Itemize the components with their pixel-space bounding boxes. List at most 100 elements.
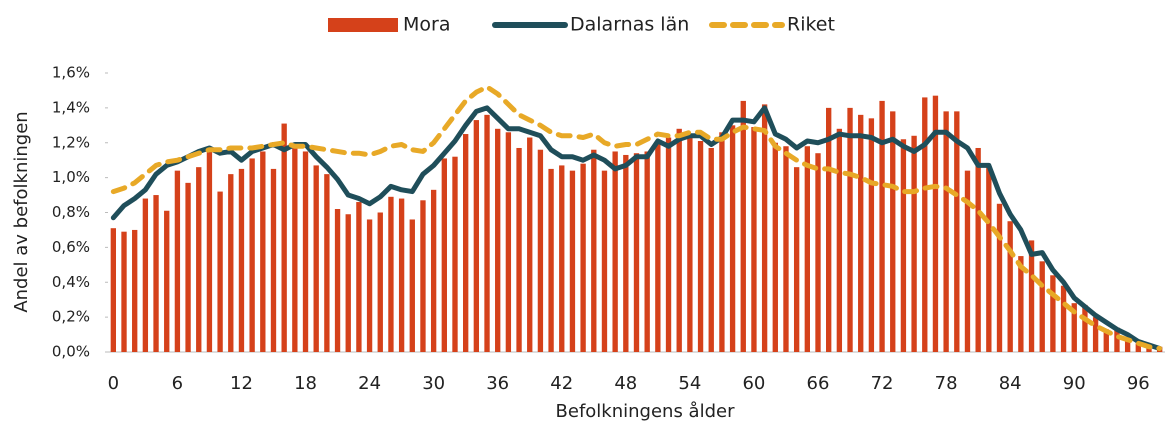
line — [110, 84, 1163, 352]
bar — [281, 123, 287, 352]
x-tick-label: 0 — [108, 373, 119, 394]
bar — [1114, 327, 1120, 352]
x-tick-label: 54 — [678, 373, 701, 394]
x-tick-label: 90 — [1063, 373, 1086, 394]
bar — [1082, 304, 1088, 352]
bar — [868, 118, 875, 353]
bar — [249, 158, 255, 352]
bar — [302, 151, 309, 352]
bar — [324, 174, 330, 352]
legend-label: Dalarnas län — [570, 14, 689, 36]
bar — [633, 153, 640, 352]
bar — [793, 167, 800, 352]
bar — [740, 100, 746, 353]
bar — [1018, 256, 1024, 352]
legend-swatch — [328, 18, 398, 32]
bar — [890, 111, 896, 352]
y-tick-label: 0,0% — [52, 343, 90, 361]
bar — [516, 147, 522, 352]
x-tick-label: 6 — [172, 373, 183, 394]
x-tick-label: 48 — [614, 373, 637, 394]
bar — [697, 141, 704, 352]
bar — [751, 127, 757, 353]
bar — [420, 200, 426, 352]
bar — [463, 134, 469, 352]
x-tick-label: 66 — [807, 373, 830, 394]
bar — [729, 125, 736, 352]
line — [110, 105, 1163, 352]
bar — [1124, 338, 1131, 352]
x-tick-label: 30 — [422, 373, 445, 394]
y-tick-label: 0,2% — [52, 308, 90, 326]
bar — [185, 182, 191, 352]
bar — [441, 158, 447, 352]
bar — [591, 149, 597, 352]
bar — [377, 212, 383, 352]
bar — [1103, 329, 1109, 352]
bar — [313, 165, 319, 352]
bar — [217, 191, 223, 352]
bar — [932, 95, 939, 352]
bar — [826, 107, 832, 352]
bar — [954, 111, 960, 352]
bar — [1039, 261, 1045, 352]
bar — [452, 156, 458, 352]
bar — [708, 147, 714, 352]
bar — [847, 107, 853, 352]
bar — [238, 168, 245, 352]
bar — [473, 120, 480, 352]
y-tick-label: 1,2% — [52, 133, 90, 151]
bar — [142, 198, 149, 352]
bar — [687, 134, 693, 352]
bar — [366, 219, 373, 352]
bar — [569, 170, 576, 352]
bar — [206, 147, 213, 352]
bar — [1050, 275, 1056, 352]
bar — [922, 97, 928, 352]
bar — [110, 228, 117, 352]
bar — [879, 100, 885, 353]
bar — [836, 128, 843, 352]
bar — [345, 214, 351, 352]
bar — [665, 137, 672, 352]
x-tick-label: 42 — [550, 373, 573, 394]
x-tick-label: 12 — [230, 373, 253, 394]
bar — [260, 151, 266, 352]
bar — [719, 132, 725, 352]
bar — [495, 128, 501, 352]
x-tick-label: 72 — [871, 373, 894, 394]
legend-label: Riket — [787, 14, 835, 36]
bar — [1071, 303, 1077, 352]
bar — [580, 163, 586, 352]
bar — [996, 203, 1003, 352]
x-tick-label: 78 — [935, 373, 958, 394]
bar — [1092, 317, 1099, 352]
bar — [815, 153, 821, 352]
bar — [292, 142, 298, 352]
y-axis-title: Andel av befolkningen — [11, 111, 32, 312]
x-tick-label: 60 — [742, 373, 765, 394]
bar — [196, 167, 202, 352]
y-tick-label: 1,0% — [52, 168, 90, 186]
legend-label: Mora — [403, 14, 450, 36]
bar — [228, 174, 234, 352]
x-tick-label: 84 — [999, 373, 1022, 394]
bar — [484, 114, 490, 352]
bar — [164, 210, 170, 352]
bar — [121, 231, 127, 352]
bar — [527, 137, 533, 352]
x-tick-label: 96 — [1127, 373, 1150, 394]
bar — [655, 142, 661, 352]
bar — [334, 209, 341, 352]
bar — [986, 167, 992, 352]
bar — [1060, 285, 1067, 352]
bar — [601, 170, 608, 352]
y-tick-label: 0,8% — [52, 203, 90, 221]
bar — [623, 154, 629, 352]
bar — [783, 146, 789, 352]
bar — [409, 219, 415, 352]
bar — [505, 132, 512, 352]
bar — [772, 142, 778, 352]
bar — [612, 151, 618, 352]
